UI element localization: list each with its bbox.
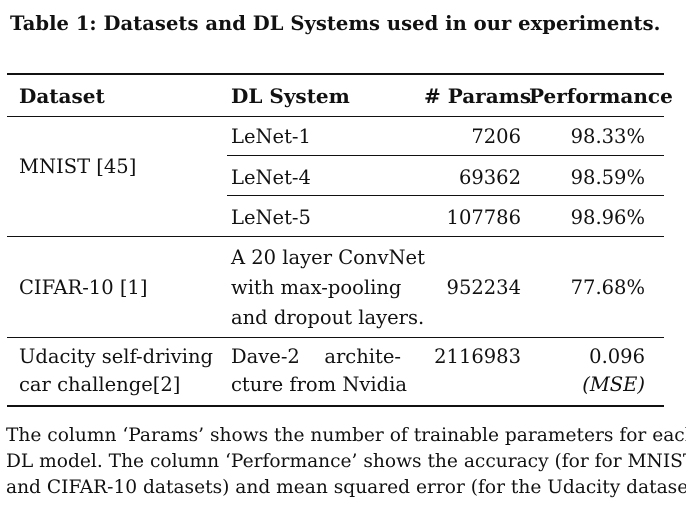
params-lenet-1: 7206	[471, 125, 521, 148]
performance-dave2-metric: (MSE)	[582, 373, 645, 396]
row-divider	[227, 195, 664, 196]
system-convnet-line: A 20 layer ConvNet	[231, 246, 425, 269]
top-rule	[7, 73, 664, 75]
dataset-udacity-line: Udacity self-driving	[19, 345, 213, 368]
system-dave2-word: archite-	[324, 345, 401, 368]
table-caption: Table 1: Datasets and DL Systems used in…	[10, 12, 661, 35]
header-params: # Params	[424, 84, 532, 108]
dataset-mnist: MNIST [45]	[19, 155, 137, 178]
footnote-line: and CIFAR-10 datasets) and mean squared …	[6, 477, 686, 498]
header-performance: Performance	[529, 84, 673, 108]
header-rule	[7, 116, 664, 117]
header-dl-system: DL System	[231, 84, 350, 108]
performance-convnet: 77.68%	[570, 276, 645, 299]
dataset-cifar: CIFAR-10 [1]	[19, 276, 148, 299]
params-convnet: 952234	[446, 276, 521, 299]
system-lenet-1: LeNet-1	[231, 125, 311, 148]
params-dave2: 2116983	[434, 345, 521, 368]
params-lenet-4: 69362	[458, 166, 521, 189]
system-convnet-line: and dropout layers.	[231, 306, 425, 329]
performance-lenet-1: 98.33%	[570, 125, 645, 148]
header-dataset: Dataset	[19, 84, 105, 108]
group-rule	[7, 236, 664, 237]
performance-lenet-5: 98.96%	[570, 206, 645, 229]
footnote-line: DL model. The column ‘Performance’ shows…	[6, 451, 686, 472]
system-lenet-5: LeNet-5	[231, 206, 311, 229]
performance-lenet-4: 98.59%	[570, 166, 645, 189]
system-convnet-line: with max-pooling	[231, 276, 402, 299]
system-dave2-word: Dave-2	[231, 345, 300, 368]
row-divider	[227, 155, 664, 156]
system-dave2-line: cture from Nvidia	[231, 373, 408, 396]
params-lenet-5: 107786	[446, 206, 521, 229]
group-rule	[7, 337, 664, 338]
performance-dave2: 0.096	[589, 345, 645, 368]
system-lenet-4: LeNet-4	[231, 166, 311, 189]
dataset-udacity-line: car challenge[2]	[19, 373, 181, 396]
bottom-rule	[7, 405, 664, 407]
footnote-line: The column ‘Params’ shows the number of …	[6, 425, 686, 446]
